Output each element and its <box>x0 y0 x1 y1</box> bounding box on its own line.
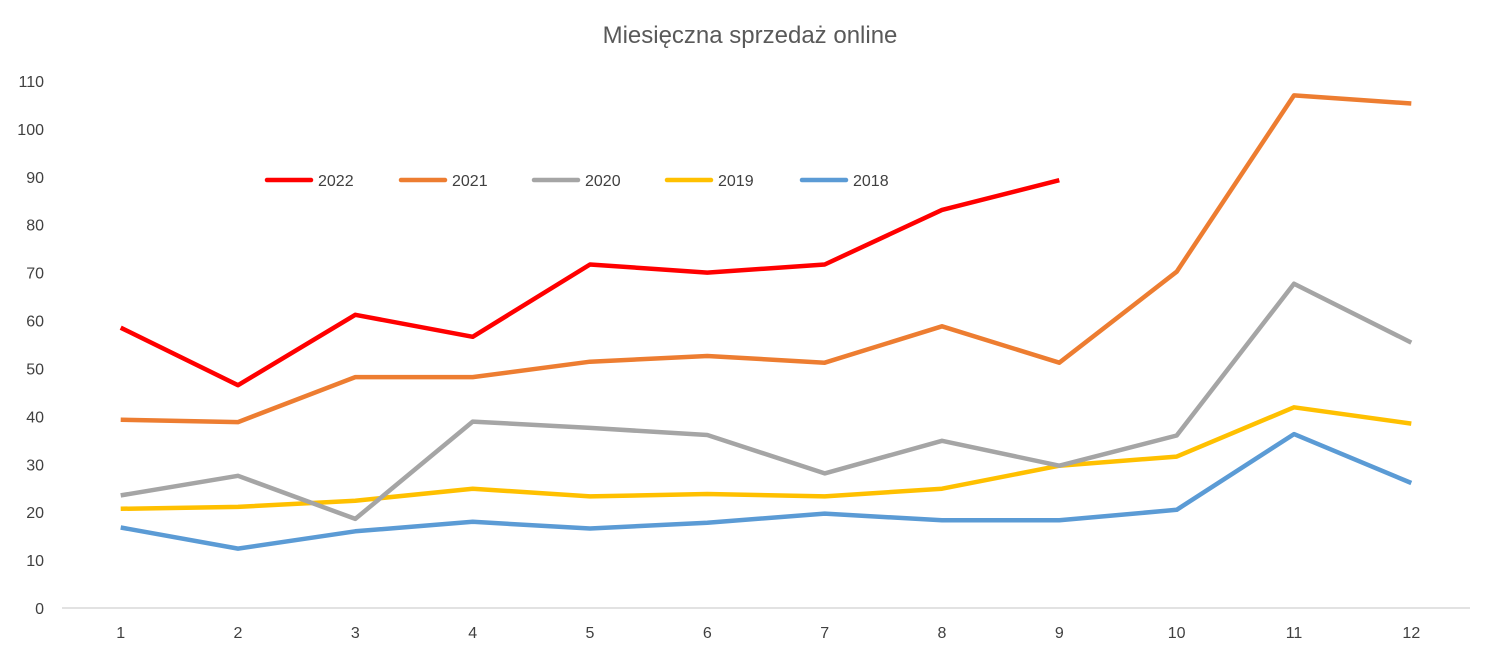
series-line-2020 <box>120 281 1413 522</box>
y-tick-label: 60 <box>26 314 44 331</box>
legend-label-2019: 2019 <box>718 173 754 190</box>
series-line-2022 <box>119 178 1060 388</box>
chart-title: Miesięczna sprzedaż online <box>603 22 898 49</box>
x-tick-label: 3 <box>351 625 360 642</box>
legend: 2022 2021 2020 2019 2018 <box>264 173 889 190</box>
x-tick-label: 8 <box>938 625 947 642</box>
x-tick-label: 5 <box>586 625 595 642</box>
legend-label-2020: 2020 <box>585 173 621 190</box>
series-lines <box>119 93 1413 551</box>
y-tick-label: 50 <box>26 361 44 378</box>
y-tick-label: 70 <box>26 266 44 283</box>
x-tick-label: 11 <box>1286 625 1303 642</box>
x-tick-label: 12 <box>1402 625 1420 642</box>
y-tick-label: 40 <box>26 409 44 426</box>
y-tick-label: 0 <box>35 601 44 618</box>
x-axis-ticks: 1 2 3 4 5 6 7 8 9 10 11 12 <box>116 625 1420 642</box>
legend-label-2022: 2022 <box>318 173 354 190</box>
x-tick-label: 6 <box>703 625 712 642</box>
x-tick-label: 10 <box>1168 625 1186 642</box>
y-tick-label: 110 <box>18 74 44 91</box>
series-line-2021 <box>120 93 1412 425</box>
legend-label-2018: 2018 <box>853 173 889 190</box>
x-tick-label: 2 <box>234 625 243 642</box>
series-line-2018 <box>120 431 1413 551</box>
y-tick-label: 20 <box>26 505 44 522</box>
y-tick-label: 100 <box>17 122 44 139</box>
legend-label-2021: 2021 <box>452 173 488 190</box>
y-tick-label: 30 <box>26 457 44 474</box>
y-tick-label: 90 <box>26 170 44 187</box>
series-line-2019 <box>120 405 1412 512</box>
x-tick-label: 9 <box>1055 625 1064 642</box>
y-tick-label: 10 <box>26 553 44 570</box>
y-tick-label: 80 <box>26 218 44 235</box>
x-tick-label: 4 <box>468 625 477 642</box>
y-axis-ticks: 0 10 20 30 40 50 60 70 80 90 100 110 <box>17 74 44 618</box>
x-tick-label: 7 <box>820 625 829 642</box>
x-tick-label: 1 <box>116 625 125 642</box>
